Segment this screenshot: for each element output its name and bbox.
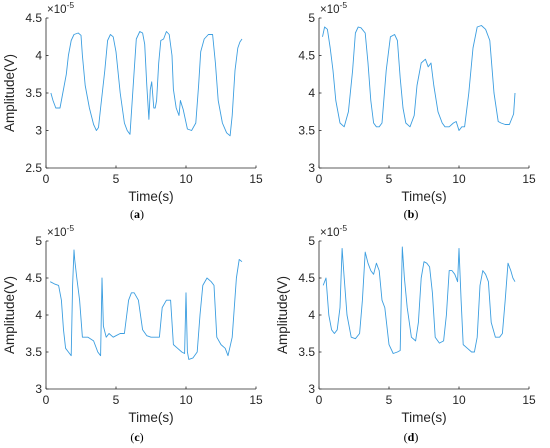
series-line-b (322, 25, 516, 131)
y-exponent-label: ×10-5 (320, 0, 347, 16)
y-exponent-label: ×10-5 (47, 223, 74, 239)
y-tick-label: 4.5 (298, 49, 315, 63)
y-tick-label: 3.5 (25, 86, 42, 100)
x-tick-label: 15 (522, 172, 536, 186)
y-exponent-power: -5 (67, 223, 75, 233)
caption-letter: c (134, 430, 140, 444)
y-exponent-power: -5 (340, 0, 348, 10)
x-axis-label: Time(s) (401, 189, 446, 204)
y-tick-label: 4.5 (298, 271, 315, 285)
y-tick-label: 3 (35, 124, 42, 138)
y-exponent-label: ×10-5 (320, 223, 347, 239)
y-exponent-power: -5 (67, 0, 75, 10)
x-tick-label: 10 (179, 393, 193, 407)
y-tick-label: 2.5 (25, 161, 42, 175)
y-axis-label: Amplitude(V) (2, 54, 17, 132)
x-axis-label: Time(s) (128, 189, 173, 204)
y-tick-label: 3.5 (298, 345, 315, 359)
x-tick-label: 10 (452, 172, 466, 186)
y-tick-label: 5 (308, 234, 315, 248)
caption-letter: d (408, 430, 415, 444)
y-exponent-base: ×10 (320, 227, 340, 239)
x-tick-label: 5 (113, 393, 120, 407)
x-tick-label: 10 (179, 172, 193, 186)
y-tick-label: 4 (35, 308, 42, 322)
y-tick-label: 3.5 (298, 124, 315, 138)
y-tick-label: 3 (35, 382, 42, 396)
chart-panel-d: 0 5 10 15 3 3.5 4 4.5 5 ×10-5 Time(s) Amplitude(V) (… (275, 223, 536, 444)
y-tick-label: 4 (308, 86, 315, 100)
caption-letter: a (134, 207, 140, 221)
caption-open-paren: ( (130, 430, 134, 444)
x-tick-label: 5 (386, 172, 393, 186)
y-tick-label: 5 (308, 11, 315, 25)
y-exponent-power: -5 (340, 223, 348, 233)
y-tick-label: 5 (35, 234, 42, 248)
y-axis-label: Amplitude(V) (2, 276, 17, 354)
y-tick-label: 4.5 (25, 11, 42, 25)
x-tick-label: 0 (316, 172, 323, 186)
x-tick-label: 0 (43, 172, 50, 186)
x-tick-label: 10 (452, 393, 466, 407)
y-tick-label: 3.5 (25, 345, 42, 359)
y-exponent-label: ×10-5 (47, 0, 74, 16)
panel-caption: (c) (130, 430, 143, 444)
x-axis-label: Time(s) (128, 410, 173, 425)
y-tick-label: 3 (308, 161, 315, 175)
x-tick-label: 0 (43, 393, 50, 407)
caption-letter: b (408, 207, 415, 221)
panel-caption: (d) (404, 430, 419, 444)
panel-caption: (a) (130, 207, 144, 221)
x-axis-label: Time(s) (401, 410, 446, 425)
caption-open-paren: ( (404, 430, 408, 444)
series-line-a (50, 31, 243, 137)
caption-close-paren: ) (414, 207, 418, 221)
caption-open-paren: ( (130, 207, 134, 221)
y-tick-label: 4 (35, 49, 42, 63)
y-tick-label: 3 (308, 382, 315, 396)
y-tick-label: 4.5 (25, 271, 42, 285)
caption-close-paren: ) (414, 430, 418, 444)
chart-panel-b: 0 5 10 15 3 3.5 4 4.5 5 ×10-5 Time(s) (b) (298, 0, 536, 221)
series-line-d (322, 246, 516, 354)
y-tick-label: 4 (308, 308, 315, 322)
chart-panel-c: 0 5 10 15 3 3.5 4 4.5 5 ×10-5 Time(s) Amplitude(V) (… (2, 223, 263, 444)
series-line-c (49, 249, 243, 360)
chart-panel-a: 0 5 10 15 2.5 3 3.5 4 4.5 ×10-5 Time(s) Amplitude(V… (2, 0, 263, 221)
x-tick-label: 0 (316, 393, 323, 407)
x-tick-label: 5 (386, 393, 393, 407)
caption-close-paren: ) (140, 207, 144, 221)
panel-caption: (b) (404, 207, 419, 221)
y-exponent-base: ×10 (47, 227, 67, 239)
x-tick-label: 15 (522, 393, 536, 407)
x-tick-label: 5 (113, 172, 120, 186)
y-exponent-base: ×10 (47, 4, 67, 16)
caption-open-paren: ( (404, 207, 408, 221)
x-tick-label: 15 (249, 393, 263, 407)
caption-close-paren: ) (140, 430, 144, 444)
y-axis-label: Amplitude(V) (275, 276, 290, 354)
x-tick-label: 15 (249, 172, 263, 186)
y-exponent-base: ×10 (320, 4, 340, 16)
